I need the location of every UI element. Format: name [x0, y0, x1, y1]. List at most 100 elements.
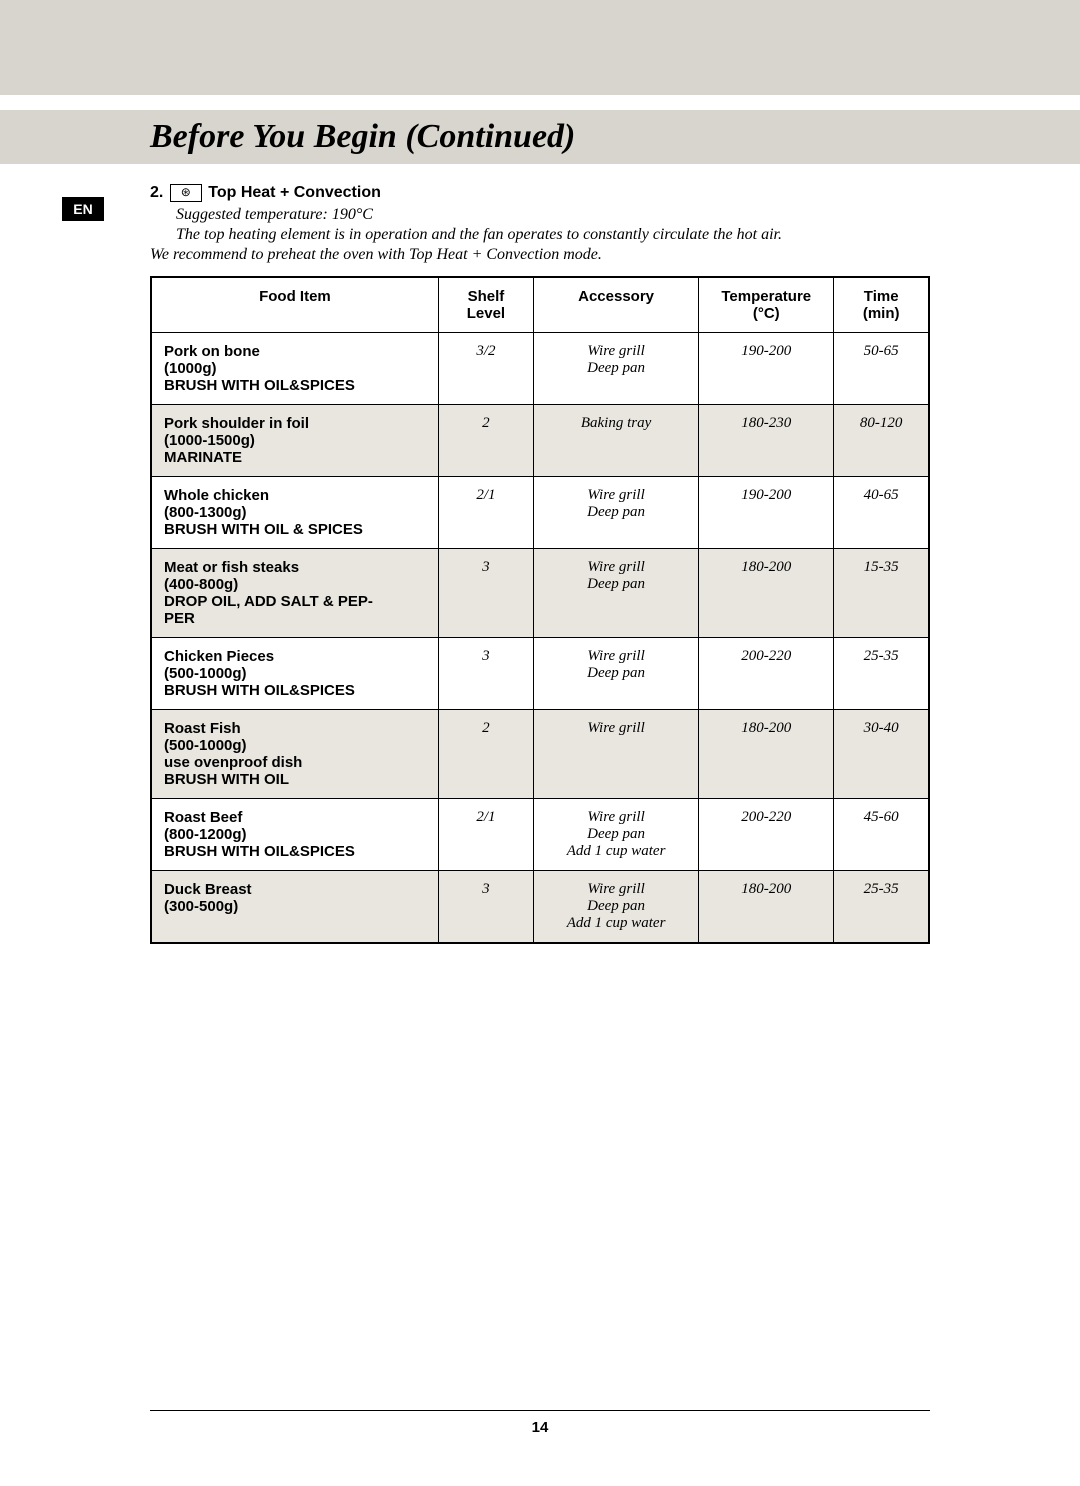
food-item-line: MARINATE [164, 449, 426, 466]
food-item-line: BRUSH WITH OIL&SPICES [164, 682, 426, 699]
table-row: Meat or fish steaks(400-800g)DROP OIL, A… [151, 549, 929, 638]
footer-rule [150, 1410, 930, 1411]
food-item-cell: Duck Breast(300-500g) [151, 871, 438, 944]
col-accessory: Accessory [533, 277, 698, 333]
accessory-cell: Wire grill [533, 710, 698, 799]
top-header-bar [0, 0, 1080, 95]
content-area: 2. ⊛ Top Heat + Convection Suggested tem… [0, 164, 1080, 944]
page-number: 14 [0, 1419, 1080, 1436]
food-item-line: Meat or fish steaks [164, 559, 426, 576]
accessory-line: Wire grill [546, 809, 686, 826]
section-number: 2. [150, 184, 163, 201]
table-header-row: Food Item Shelf Level Accessory Temperat… [151, 277, 929, 333]
food-item-line: DROP OIL, ADD SALT & PEP- [164, 593, 426, 610]
time-cell: 25-35 [834, 638, 929, 710]
food-item-line: use ovenproof dish [164, 754, 426, 771]
table-row: Pork shoulder in foil(1000-1500g)MARINAT… [151, 405, 929, 477]
temperature-cell: 180-200 [699, 710, 834, 799]
food-item-line: (500-1000g) [164, 737, 426, 754]
accessory-line: Baking tray [546, 415, 686, 432]
table-row: Whole chicken(800-1300g)BRUSH WITH OIL &… [151, 477, 929, 549]
temperature-cell: 180-230 [699, 405, 834, 477]
food-item-line: BRUSH WITH OIL [164, 771, 426, 788]
suggested-temperature: Suggested temperature: 190°C [176, 206, 930, 224]
page-title: Before You Begin (Continued) [150, 118, 575, 155]
language-tab: EN [62, 197, 104, 221]
food-item-line: (1000g) [164, 360, 426, 377]
food-item-line: BRUSH WITH OIL & SPICES [164, 521, 426, 538]
food-item-line: BRUSH WITH OIL&SPICES [164, 843, 426, 860]
accessory-line: Deep pan [546, 576, 686, 593]
table-row: Roast Beef(800-1200g)BRUSH WITH OIL&SPIC… [151, 799, 929, 871]
col-time: Time (min) [834, 277, 929, 333]
time-cell: 50-65 [834, 333, 929, 405]
food-item-line: Pork shoulder in foil [164, 415, 426, 432]
time-cell: 45-60 [834, 799, 929, 871]
food-item-line: (400-800g) [164, 576, 426, 593]
accessory-line: Deep pan [546, 665, 686, 682]
accessory-line: Wire grill [546, 559, 686, 576]
food-item-cell: Roast Beef(800-1200g)BRUSH WITH OIL&SPIC… [151, 799, 438, 871]
food-item-line: BRUSH WITH OIL&SPICES [164, 377, 426, 394]
col-shelf-level: Shelf Level [438, 277, 533, 333]
accessory-line: Wire grill [546, 720, 686, 737]
accessory-cell: Baking tray [533, 405, 698, 477]
shelf-level-cell: 3 [438, 638, 533, 710]
time-cell: 30-40 [834, 710, 929, 799]
section-heading: 2. ⊛ Top Heat + Convection [150, 184, 930, 202]
time-cell: 25-35 [834, 871, 929, 944]
food-item-cell: Pork on bone(1000g)BRUSH WITH OIL&SPICES [151, 333, 438, 405]
shelf-level-cell: 2 [438, 405, 533, 477]
shelf-level-cell: 2/1 [438, 477, 533, 549]
food-item-cell: Roast Fish(500-1000g)use ovenproof dishB… [151, 710, 438, 799]
shelf-level-cell: 3 [438, 549, 533, 638]
temperature-cell: 190-200 [699, 477, 834, 549]
table-row: Chicken Pieces(500-1000g)BRUSH WITH OIL&… [151, 638, 929, 710]
cooking-table: Food Item Shelf Level Accessory Temperat… [150, 276, 930, 944]
accessory-cell: Wire grillDeep panAdd 1 cup water [533, 799, 698, 871]
page-title-bar: Before You Begin (Continued) [0, 110, 1080, 164]
accessory-line: Deep pan [546, 360, 686, 377]
accessory-line: Add 1 cup water [546, 915, 686, 932]
accessory-line: Deep pan [546, 898, 686, 915]
temperature-cell: 190-200 [699, 333, 834, 405]
accessory-cell: Wire grillDeep pan [533, 333, 698, 405]
col-temperature: Temperature (°C) [699, 277, 834, 333]
table-row: Roast Fish(500-1000g)use ovenproof dishB… [151, 710, 929, 799]
accessory-line: Deep pan [546, 826, 686, 843]
food-item-line: Roast Fish [164, 720, 426, 737]
accessory-line: Wire grill [546, 881, 686, 898]
section-description: The top heating element is in operation … [176, 226, 896, 244]
section-label: Top Heat + Convection [208, 184, 381, 201]
accessory-cell: Wire grillDeep panAdd 1 cup water [533, 871, 698, 944]
accessory-cell: Wire grillDeep pan [533, 549, 698, 638]
accessory-cell: Wire grillDeep pan [533, 638, 698, 710]
accessory-line: Wire grill [546, 648, 686, 665]
top-heat-convection-icon: ⊛ [170, 184, 202, 202]
food-item-line: PER [164, 610, 426, 627]
accessory-cell: Wire grillDeep pan [533, 477, 698, 549]
food-item-line: (500-1000g) [164, 665, 426, 682]
food-item-cell: Meat or fish steaks(400-800g)DROP OIL, A… [151, 549, 438, 638]
temperature-cell: 180-200 [699, 549, 834, 638]
food-item-line: (1000-1500g) [164, 432, 426, 449]
temperature-cell: 200-220 [699, 638, 834, 710]
food-item-cell: Chicken Pieces(500-1000g)BRUSH WITH OIL&… [151, 638, 438, 710]
food-item-line: Chicken Pieces [164, 648, 426, 665]
time-cell: 80-120 [834, 405, 929, 477]
language-code: EN [73, 201, 92, 217]
food-item-cell: Pork shoulder in foil(1000-1500g)MARINAT… [151, 405, 438, 477]
food-item-line: (300-500g) [164, 898, 426, 915]
temperature-cell: 180-200 [699, 871, 834, 944]
preheat-note: We recommend to preheat the oven with To… [150, 246, 930, 264]
food-item-line: Duck Breast [164, 881, 426, 898]
shelf-level-cell: 2/1 [438, 799, 533, 871]
accessory-line: Wire grill [546, 487, 686, 504]
table-row: Duck Breast(300-500g)3Wire grillDeep pan… [151, 871, 929, 944]
food-item-line: Pork on bone [164, 343, 426, 360]
shelf-level-cell: 3 [438, 871, 533, 944]
shelf-level-cell: 2 [438, 710, 533, 799]
food-item-line: (800-1200g) [164, 826, 426, 843]
table-row: Pork on bone(1000g)BRUSH WITH OIL&SPICES… [151, 333, 929, 405]
shelf-level-cell: 3/2 [438, 333, 533, 405]
